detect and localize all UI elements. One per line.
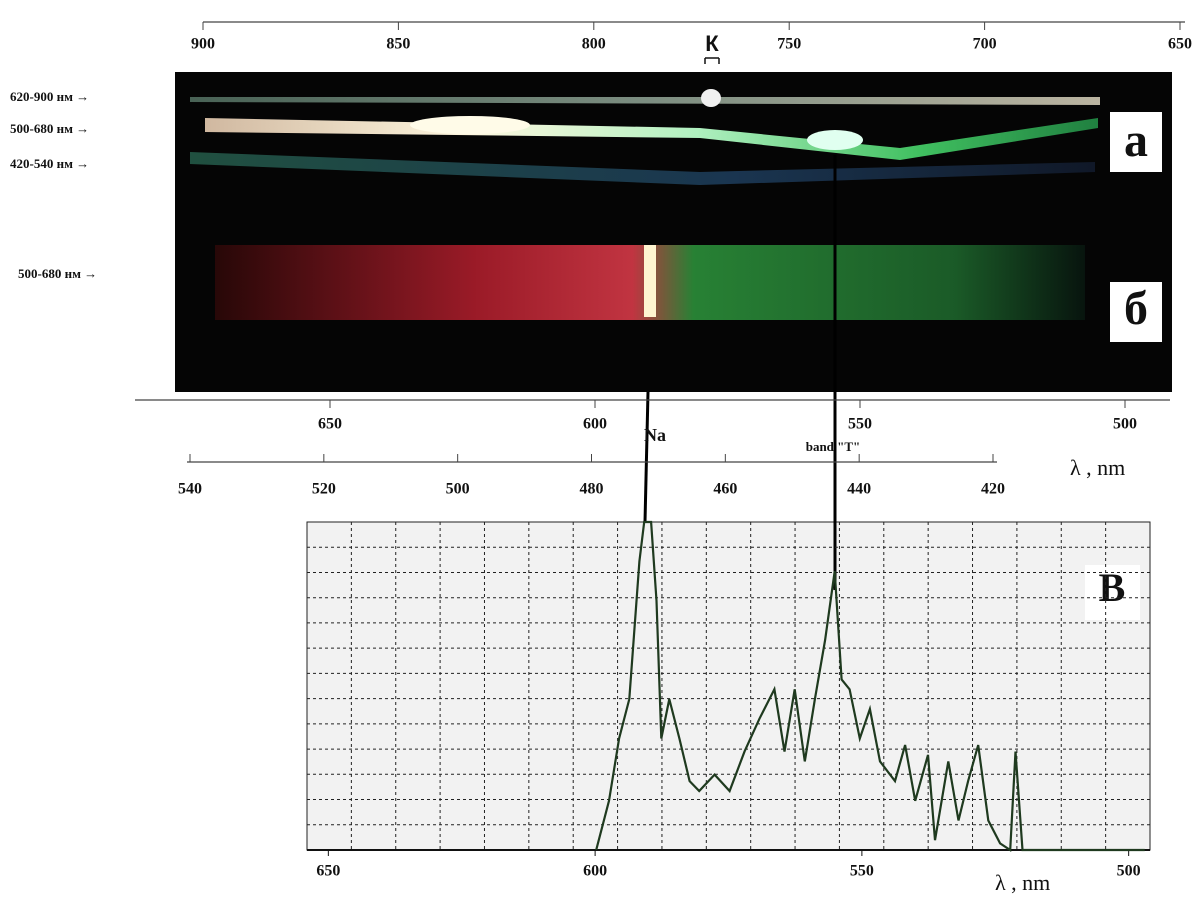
- row-label: 420-540 нм →: [10, 156, 89, 171]
- k-marker: К: [705, 31, 719, 56]
- row-label: 500-680 нм →: [10, 121, 89, 136]
- scale-label: 460: [713, 481, 737, 498]
- spectrum-photo: [175, 72, 1172, 392]
- connector-line: [643, 391, 650, 523]
- x-tick-label: 650: [316, 863, 340, 880]
- scale-label: 520: [312, 481, 336, 498]
- spectrum-glow: [807, 130, 863, 150]
- k-bracket: [704, 57, 720, 64]
- scale-label: 700: [973, 36, 997, 53]
- panel-label-box: [1085, 565, 1140, 620]
- scale-label: 420: [981, 481, 1005, 498]
- panel-label-box: [1110, 112, 1162, 172]
- row-label: 500-680 нм →: [18, 266, 97, 281]
- scale-label: 480: [580, 481, 604, 498]
- panel-label: а: [1124, 114, 1148, 167]
- row-label: 620-900 нм →: [10, 89, 89, 104]
- scale-label: 750: [777, 36, 801, 53]
- axis-unit: λ , nm: [1070, 455, 1125, 480]
- spectrum-streak: [190, 97, 1100, 105]
- scale-label: 650: [1168, 36, 1192, 53]
- plot-area: [306, 521, 1151, 851]
- panel-label-box: [1110, 282, 1162, 342]
- panel-label: В: [1099, 565, 1126, 610]
- scale-label: 900: [191, 36, 215, 53]
- scale-label: 500: [1113, 416, 1137, 433]
- scale-label: 500: [446, 481, 470, 498]
- k-doublet: [701, 89, 721, 107]
- x-tick-label: 550: [850, 863, 874, 880]
- x-tick-label: 600: [583, 863, 607, 880]
- line-label: Na: [644, 425, 666, 445]
- sodium-line: [644, 245, 656, 317]
- panel-label: б: [1124, 282, 1148, 335]
- scale-label: 550: [848, 416, 872, 433]
- spectrum-glow: [410, 116, 530, 134]
- x-tick-label: 500: [1117, 863, 1141, 880]
- scale-label: 440: [847, 481, 871, 498]
- scale-label: 800: [582, 36, 606, 53]
- scale-label: 540: [178, 481, 202, 498]
- scale-label: 850: [386, 36, 410, 53]
- x-axis-title: λ , nm: [995, 870, 1050, 895]
- spectrum-streak: [190, 152, 1095, 185]
- line-label: band "T": [806, 439, 861, 454]
- scale-label: 650: [318, 416, 342, 433]
- scale-label: 600: [583, 416, 607, 433]
- spectrum-line: [595, 520, 1145, 852]
